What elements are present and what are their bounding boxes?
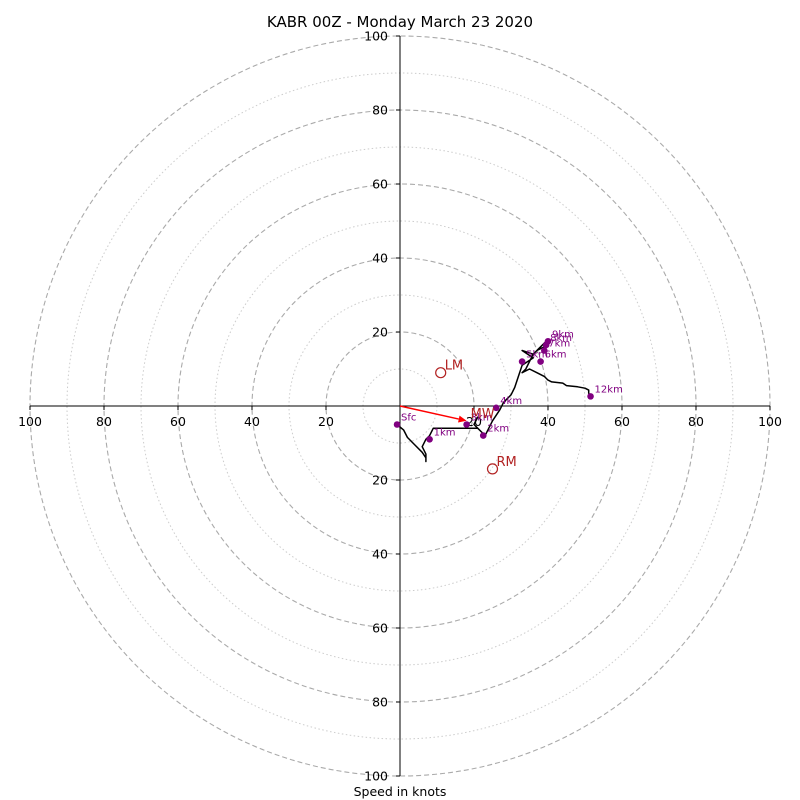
tick-label: 60 — [372, 177, 388, 192]
hodograph-trace — [396, 338, 592, 463]
tick-label: 60 — [170, 414, 186, 429]
tick-label: 80 — [372, 103, 388, 118]
height-marker-dot — [393, 421, 401, 428]
tick-label: 80 — [372, 695, 388, 710]
storm-motion-circle — [435, 367, 447, 379]
chart-title: KABR 00Z - Monday March 23 2020 — [267, 13, 533, 31]
height-marker-dot — [426, 436, 433, 443]
storm-motion-label: RM — [497, 455, 517, 470]
height-marker-label: 5km — [526, 350, 548, 361]
height-marker-label: 6km — [545, 350, 567, 361]
tick-label: 80 — [96, 414, 112, 429]
tick-label: 40 — [244, 414, 260, 429]
height-marker-dot — [541, 347, 548, 354]
tick-label: 80 — [688, 414, 704, 429]
height-marker-dot — [587, 393, 594, 400]
height-marker-dot — [492, 404, 500, 412]
storm-motion-label: MW — [471, 407, 495, 422]
tick-label: 20 — [318, 414, 334, 429]
tick-label: 20 — [372, 473, 388, 488]
mean-wind-arrowhead — [458, 415, 467, 423]
mean-wind-vector — [399, 405, 459, 420]
hodograph-series — [396, 338, 592, 463]
height-marker-dot — [479, 432, 487, 439]
tick-labels: 2020202040404040606060608080808010010010… — [18, 29, 782, 784]
height-marker-label: 4km — [500, 396, 522, 407]
height-marker-label: 7km — [548, 339, 570, 350]
tick-label: 100 — [18, 414, 42, 429]
tick-label: 60 — [372, 621, 388, 636]
x-axis-label: Speed in knots — [354, 784, 447, 799]
height-marker-label: 9km — [552, 329, 574, 340]
tick-label: 40 — [372, 547, 388, 562]
height-marker-dot — [537, 358, 544, 365]
height-marker-dot — [463, 421, 470, 428]
height-marker-label: Sfc — [401, 413, 416, 424]
height-marker-label: 12km — [595, 384, 623, 395]
height-marker-label: 1km — [434, 427, 456, 438]
tick-label: 100 — [758, 414, 782, 429]
tick-label: 20 — [372, 325, 388, 340]
height-marker-label: 2km — [487, 424, 509, 435]
storm-motion-label: LM — [445, 359, 463, 374]
height-marker-dot — [544, 337, 552, 345]
height-marker-dot — [518, 358, 526, 365]
tick-label: 60 — [614, 414, 630, 429]
storm-motion-circle — [486, 463, 499, 475]
storm-motion-markers: LM RM MW — [435, 359, 517, 475]
height-marker-label: 3km — [471, 413, 493, 424]
tick-label: 40 — [372, 251, 388, 266]
tick-label: 100 — [364, 29, 388, 44]
tick-label: 40 — [540, 414, 556, 429]
height-marker-label: 8km — [550, 333, 572, 344]
tick-label: 100 — [364, 769, 388, 784]
